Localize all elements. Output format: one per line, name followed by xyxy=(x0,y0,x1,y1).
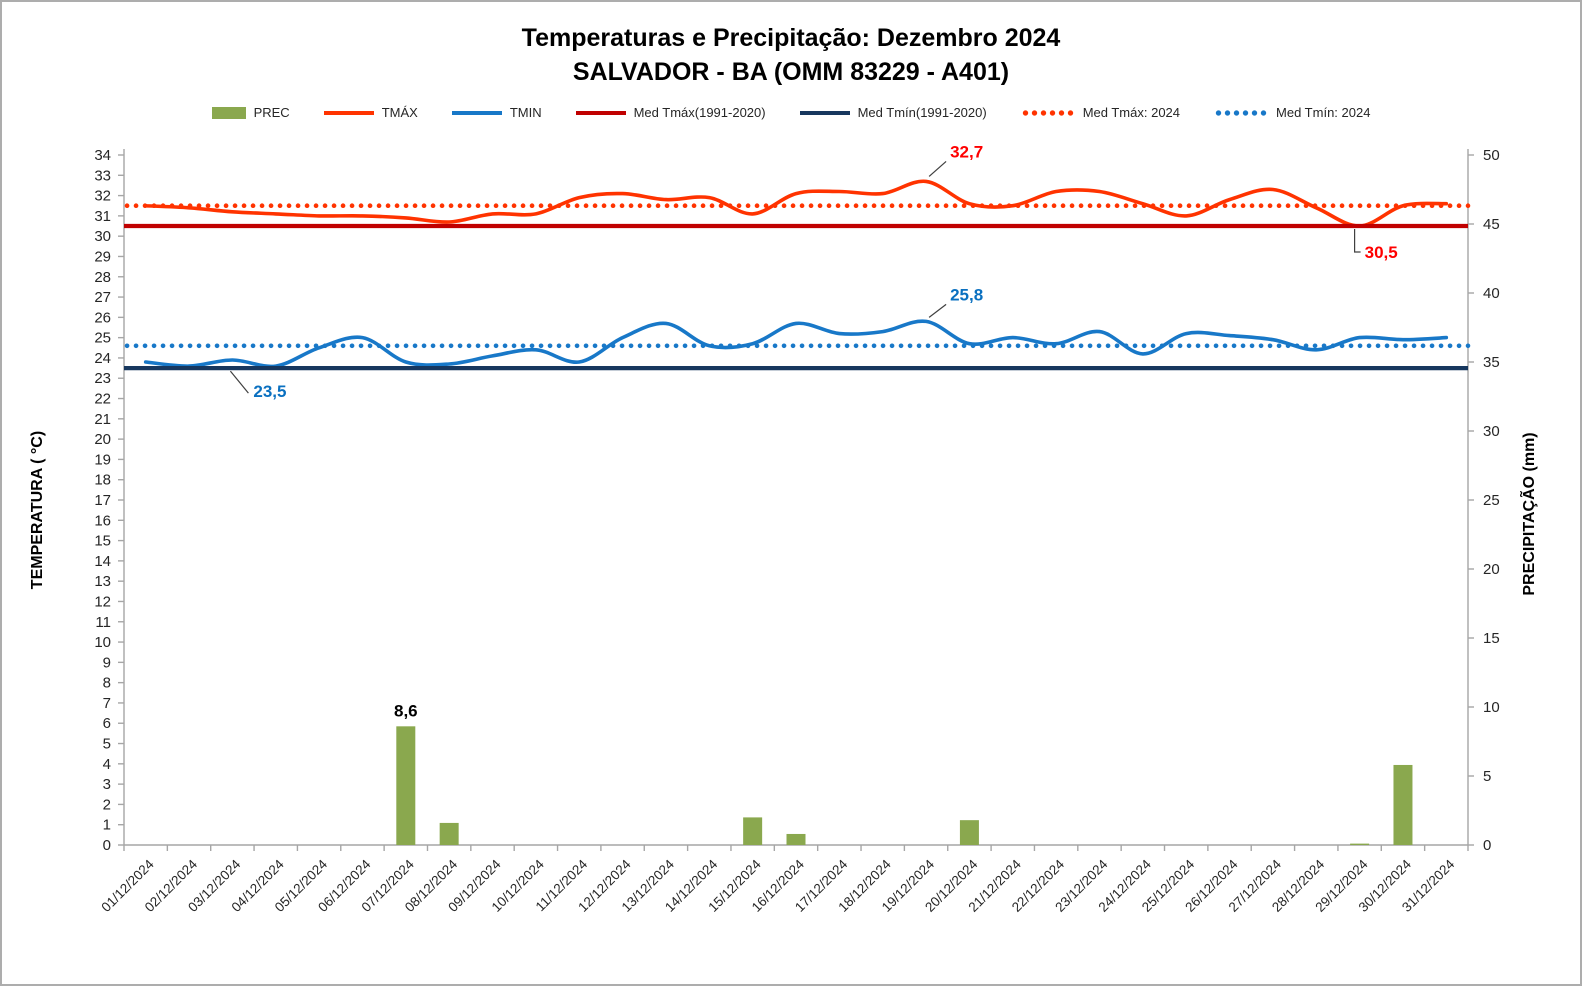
tmax-series-line xyxy=(143,179,1449,228)
legend-item-med-tmax: Med Tmáx(1991-2020) xyxy=(575,105,766,120)
left-tick-label: 20 xyxy=(94,431,111,448)
med-tmin-line-icon xyxy=(799,110,850,115)
page-title: Temperaturas e Precipitação: Dezembro 20… xyxy=(521,24,1061,52)
annotation-leader-line xyxy=(928,303,947,318)
legend-label-prec: PREC xyxy=(253,105,290,120)
legend-label-tmax: TMÁX xyxy=(381,105,418,120)
prec-swatch-icon xyxy=(211,106,246,119)
legend-label-med-tmin-2024: Med Tmín: 2024 xyxy=(1276,105,1371,120)
left-tick-label: 0 xyxy=(103,837,111,854)
left-tick-label: 21 xyxy=(94,411,111,428)
left-tick-label: 5 xyxy=(103,736,111,753)
left-tick-label: 33 xyxy=(94,167,111,184)
legend-item-tmin: TMIN xyxy=(451,105,542,120)
left-tick-label: 9 xyxy=(103,654,111,671)
annotation-label: 8,6 xyxy=(394,701,418,720)
legend-item-med-tmin: Med Tmín(1991-2020) xyxy=(799,105,987,120)
tmin-line-icon xyxy=(451,110,502,115)
right-tick-label: 50 xyxy=(1483,147,1500,164)
prec-bars xyxy=(396,726,1413,845)
right-tick-label: 40 xyxy=(1483,285,1500,302)
tmin-series-line xyxy=(143,319,1449,369)
left-tick-label: 27 xyxy=(94,289,111,306)
med-tmax-2024-dots-icon xyxy=(1020,109,1075,116)
left-tick-label: 14 xyxy=(94,553,111,570)
legend-item-tmax: TMÁX xyxy=(323,105,418,120)
legend-item-med-tmin-2024: Med Tmín: 2024 xyxy=(1214,105,1370,120)
left-tick-label: 16 xyxy=(94,512,111,529)
left-tick-label: 12 xyxy=(94,593,111,610)
med-tmin-2024-dots-icon xyxy=(1214,109,1269,116)
right-tick-label: 15 xyxy=(1483,630,1500,647)
right-tick-label: 5 xyxy=(1483,768,1491,785)
left-tick-label: 23 xyxy=(94,370,111,387)
right-tick-label: 25 xyxy=(1483,492,1500,509)
legend: PREC TMÁX TMIN Med Tmáx(1991-2020) Med T… xyxy=(2,105,1580,120)
prec-bar xyxy=(396,726,416,845)
y-tick-labels: 0123456789101112131415161718192021222324… xyxy=(94,147,1499,854)
left-tick-label: 4 xyxy=(103,756,111,773)
legend-item-med-tmax-2024: Med Tmáx: 2024 xyxy=(1020,105,1181,120)
annotation-label: 23,5 xyxy=(253,382,286,401)
left-tick-label: 28 xyxy=(94,269,111,286)
prec-bar xyxy=(786,833,806,845)
prec-bar xyxy=(959,820,979,845)
x-tick-labels: 01/12/202402/12/202403/12/202404/12/2024… xyxy=(98,856,1457,915)
right-tick-label: 20 xyxy=(1483,561,1500,578)
right-tick-label: 45 xyxy=(1483,216,1500,233)
left-tick-label: 13 xyxy=(94,573,111,590)
right-tick-label: 35 xyxy=(1483,354,1500,371)
annotation-label: 30,5 xyxy=(1365,243,1398,262)
left-tick-label: 6 xyxy=(103,715,111,732)
left-tick-label: 3 xyxy=(103,776,111,793)
left-tick-label: 30 xyxy=(94,228,111,245)
left-tick-label: 7 xyxy=(103,695,111,712)
tmax-line-icon xyxy=(323,110,374,115)
left-tick-label: 24 xyxy=(94,350,111,367)
annotation-leader-line xyxy=(1353,229,1361,253)
annotation-leader-line xyxy=(229,370,249,394)
right-tick-label: 0 xyxy=(1483,837,1491,854)
annotation-label: 25,8 xyxy=(950,285,983,304)
left-tick-label: 8 xyxy=(103,675,111,692)
left-tick-label: 10 xyxy=(94,634,111,651)
right-tick-label: 30 xyxy=(1483,423,1500,440)
legend-label-med-tmax: Med Tmáx(1991-2020) xyxy=(633,105,766,120)
left-tick-label: 29 xyxy=(94,248,111,265)
left-tick-label: 15 xyxy=(94,533,111,550)
left-tick-label: 22 xyxy=(94,391,111,408)
left-tick-label: 18 xyxy=(94,472,111,489)
prec-bar xyxy=(1393,764,1413,845)
annotation-leader-line xyxy=(928,160,947,177)
prec-bar xyxy=(743,817,763,845)
left-tick-label: 2 xyxy=(103,796,111,813)
left-tick-label: 25 xyxy=(94,330,111,347)
left-tick-label: 1 xyxy=(103,817,111,834)
legend-item-prec: PREC xyxy=(211,105,290,120)
right-tick-label: 10 xyxy=(1483,699,1500,716)
left-tick-label: 26 xyxy=(94,309,111,326)
legend-label-med-tmax-2024: Med Tmáx: 2024 xyxy=(1082,105,1181,120)
left-tick-label: 11 xyxy=(95,614,111,631)
axes xyxy=(118,149,1474,851)
annotation-label: 32,7 xyxy=(950,142,983,161)
prec-bar xyxy=(439,822,459,845)
left-tick-label: 31 xyxy=(94,208,111,225)
legend-label-tmin: TMIN xyxy=(509,105,542,120)
page-subtitle: SALVADOR - BA (OMM 83229 - A401) xyxy=(572,58,1010,86)
left-tick-label: 32 xyxy=(94,188,111,205)
left-tick-label: 17 xyxy=(94,492,111,509)
prec-bar xyxy=(1350,843,1370,845)
annotations: 32,7 30,5 25,8 23,5 8,6 xyxy=(229,142,1398,720)
legend-label-med-tmin: Med Tmín(1991-2020) xyxy=(857,105,987,120)
med-tmax-line-icon xyxy=(575,110,626,115)
left-tick-label: 19 xyxy=(94,451,111,468)
left-tick-label: 34 xyxy=(94,147,111,164)
